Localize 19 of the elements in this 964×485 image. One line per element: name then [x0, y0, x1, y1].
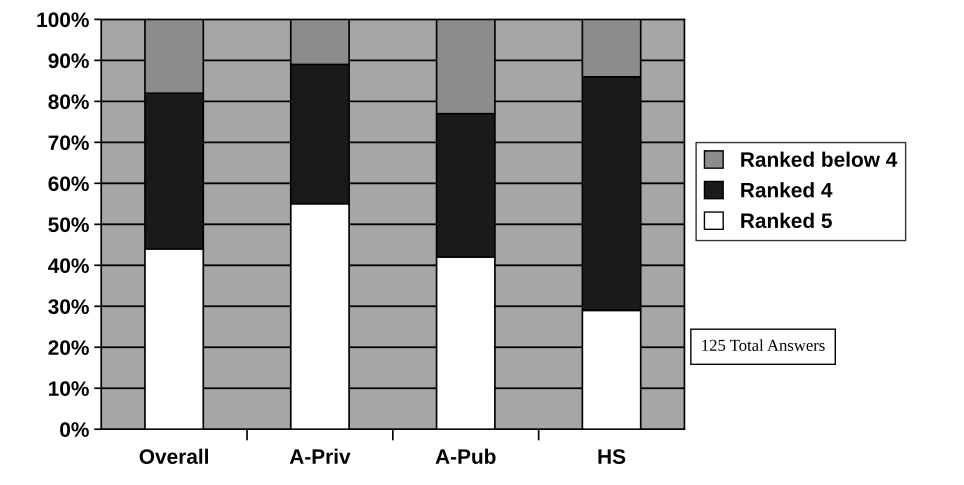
y-tick-label: 70%	[48, 135, 89, 150]
y-tick-label: 90%	[48, 53, 89, 68]
y-tick-label: 40%	[48, 258, 89, 274]
text: 125 Total Answers	[702, 339, 825, 351]
y-tick-label: 80%	[48, 94, 89, 110]
x-tick-label: A-Priv	[290, 448, 351, 464]
x-tick-label: Overall	[140, 448, 208, 464]
legend-label: Ranked 4	[741, 182, 832, 198]
x-tick-label: A-Pub	[436, 448, 496, 464]
y-tick-label: 20%	[48, 340, 89, 356]
legend-label: Ranked 5	[741, 212, 832, 228]
x-tick-label: HS	[598, 449, 626, 464]
y-tick-label: 30%	[48, 299, 89, 314]
y-tick-label: 100%	[37, 12, 89, 28]
y-tick-label: 0%	[60, 422, 89, 437]
legend-label: Ranked below 4	[741, 152, 898, 167]
y-tick-label: 50%	[48, 217, 89, 232]
y-tick-label: 10%	[49, 381, 89, 396]
y-tick-label: 60%	[48, 176, 89, 192]
